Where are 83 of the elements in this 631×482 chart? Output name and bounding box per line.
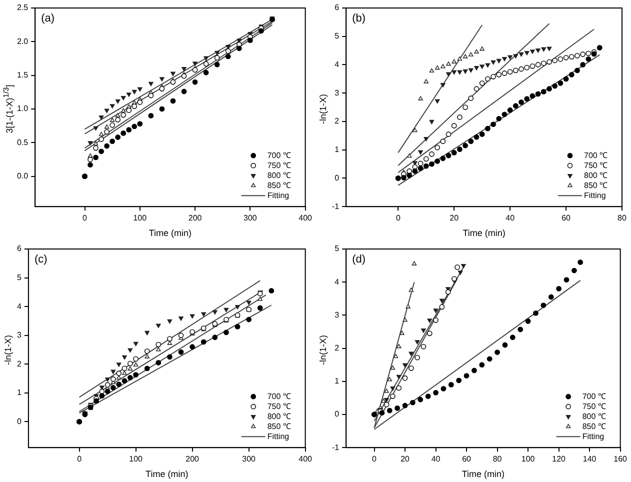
x-tick-label: 40 xyxy=(506,214,516,223)
y-tick-label: 4 xyxy=(16,302,22,311)
legend-label: 700 ℃ xyxy=(267,392,291,401)
y-tick-label: 2 xyxy=(16,359,22,368)
y-tick-label: 0 xyxy=(16,416,22,426)
y-tick-label: 5 xyxy=(16,272,22,282)
y-tick-label: 6 xyxy=(334,3,340,12)
x-tick-label: 20 xyxy=(400,454,410,464)
x-tick-label: 0 xyxy=(372,454,378,464)
legend-label: 700 ℃ xyxy=(582,392,606,401)
legend-label: Fitting xyxy=(267,432,290,441)
y-tick-label: -1 xyxy=(332,442,340,452)
y-tick-label: 1 xyxy=(334,376,340,386)
legend-label: 750 ℃ xyxy=(267,160,291,170)
y-tick-label: 5 xyxy=(334,32,340,41)
y-tick-label: 0.5 xyxy=(16,138,29,147)
legend-label: 850 ℃ xyxy=(582,422,606,431)
x-tick-label: 40 xyxy=(431,454,441,464)
x-axis-title: Time (min) xyxy=(148,228,192,238)
legend-label: 750 ℃ xyxy=(267,402,291,411)
y-tick-label: 1.5 xyxy=(16,70,29,80)
x-axis-title: Time (min) xyxy=(146,469,188,480)
legend-label: 850 ℃ xyxy=(584,180,608,190)
x-tick-label: 200 xyxy=(188,214,202,223)
legend-label: 800 ℃ xyxy=(584,170,608,180)
y-axis-title: -ln(1-X) xyxy=(3,334,13,365)
y-tick-label: 1 xyxy=(334,145,340,154)
legend-label: Fitting xyxy=(582,432,604,441)
chart-title: (b) xyxy=(352,12,366,25)
y-tick-label: 2.0 xyxy=(16,36,29,46)
x-tick-label: 0 xyxy=(396,214,401,223)
x-tick-label: 60 xyxy=(462,454,472,464)
x-tick-label: 140 xyxy=(582,454,597,464)
x-tick-label: 300 xyxy=(242,454,256,464)
legend-label: Fitting xyxy=(584,190,606,200)
x-tick-label: 200 xyxy=(186,454,200,464)
x-tick-label: 0 xyxy=(82,214,88,223)
y-tick-label: 4 xyxy=(334,60,340,69)
legend-label: 700 ℃ xyxy=(584,150,608,160)
y-tick-label: 3 xyxy=(334,310,340,320)
x-tick-label: 120 xyxy=(552,454,566,464)
legend-label: Fitting xyxy=(267,190,290,200)
y-tick-label: 5 xyxy=(334,244,340,254)
y-axis-title: -ln(1-X) xyxy=(318,93,328,124)
y-tick-label: 1 xyxy=(16,388,22,398)
chart-title: (a) xyxy=(41,12,55,25)
x-tick-label: 100 xyxy=(521,454,536,464)
x-axis-title: Time (min) xyxy=(462,228,506,238)
chart-title: (d) xyxy=(352,254,366,266)
y-tick-label: 1.0 xyxy=(16,104,29,114)
x-tick-label: 0 xyxy=(77,454,82,464)
legend-label: 800 ℃ xyxy=(267,412,291,421)
x-axis-title: Time (min) xyxy=(462,469,505,480)
legend-label: 750 ℃ xyxy=(584,160,608,170)
y-tick-label: 0 xyxy=(334,173,340,182)
x-tick-label: 20 xyxy=(450,214,460,223)
x-tick-label: 300 xyxy=(244,214,258,223)
x-tick-label: 80 xyxy=(618,214,627,223)
legend-label: 850 ℃ xyxy=(267,180,291,190)
x-tick-label: 60 xyxy=(562,214,572,223)
legend-label: 700 ℃ xyxy=(267,150,291,160)
legend-label: 800 ℃ xyxy=(267,170,291,180)
y-tick-label: 3 xyxy=(16,330,22,340)
y-tick-label: 6 xyxy=(16,244,22,254)
x-tick-label: 100 xyxy=(129,454,144,464)
x-tick-label: 160 xyxy=(614,454,628,464)
y-tick-label: 0 xyxy=(334,410,340,419)
y-axis-title: -ln(1-X) xyxy=(318,334,328,365)
chart-title: (c) xyxy=(34,254,48,266)
y-tick-label: 4 xyxy=(334,277,340,286)
y-tick-label: 0.0 xyxy=(16,172,29,181)
legend-label: 750 ℃ xyxy=(582,402,606,411)
x-tick-label: 400 xyxy=(298,214,313,223)
y-tick-label: 2.5 xyxy=(16,3,29,12)
legend-label: 850 ℃ xyxy=(267,422,291,431)
y-tick-label: 2 xyxy=(334,116,340,126)
legend-label: 800 ℃ xyxy=(582,412,606,421)
y-tick-label: 3 xyxy=(334,88,340,98)
x-tick-label: 100 xyxy=(133,214,148,223)
x-tick-label: 80 xyxy=(492,454,502,464)
y-tick-label: 2 xyxy=(334,344,340,353)
y-tick-label: -1 xyxy=(332,202,340,211)
x-tick-label: 400 xyxy=(298,454,313,464)
